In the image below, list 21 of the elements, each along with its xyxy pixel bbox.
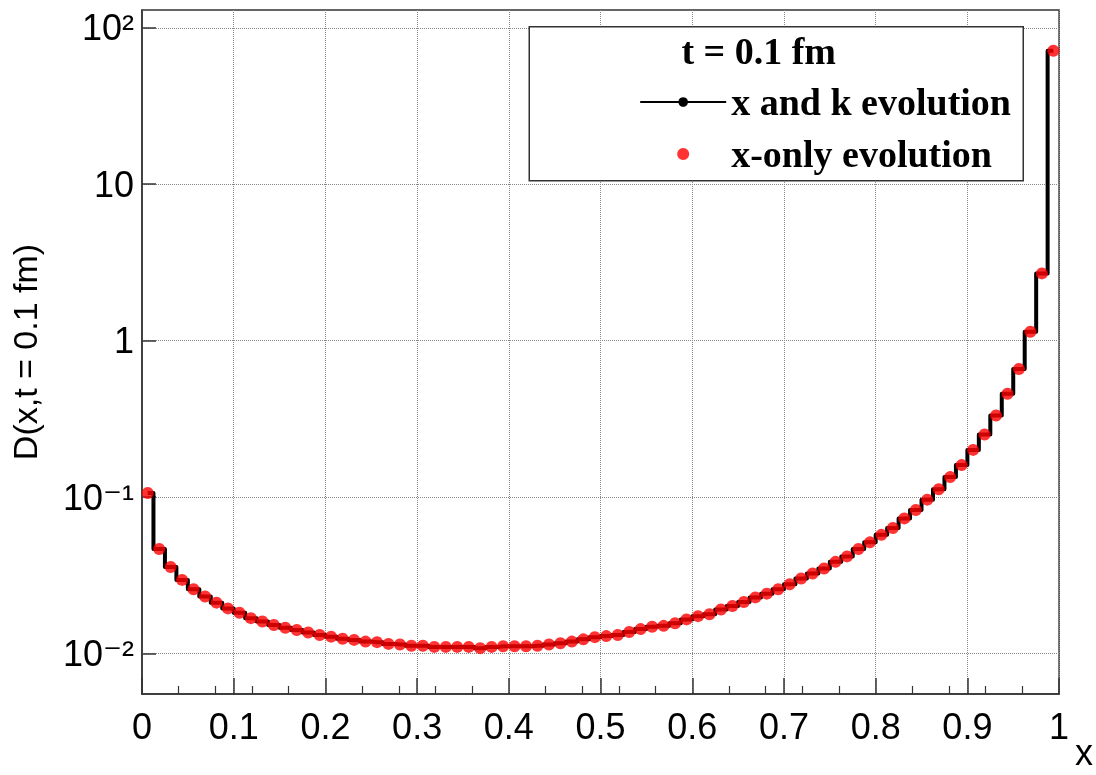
y-tick-label: 10⁻² bbox=[62, 632, 134, 674]
y-tick-label: 1 bbox=[113, 320, 134, 362]
x-tick-label: 0.1 bbox=[208, 705, 259, 747]
y-tick-label: 10 bbox=[93, 163, 134, 205]
legend-title: t = 0.1 fm bbox=[681, 30, 837, 72]
legend-label: x-only evolution bbox=[731, 133, 992, 175]
legend-label: x and k evolution bbox=[731, 81, 1012, 123]
x-tick-label: 0 bbox=[131, 705, 153, 747]
x-axis-title: x bbox=[1075, 731, 1093, 773]
x-tick-label: 0.6 bbox=[667, 705, 718, 747]
x-tick-label: 0.9 bbox=[942, 705, 993, 747]
x-tick-label: 0.7 bbox=[758, 705, 809, 747]
x-tick-label: 1 bbox=[1049, 705, 1070, 747]
y-axis-title: D(x,t = 0.1 fm) bbox=[6, 243, 44, 461]
y-tick-label: 10² bbox=[81, 7, 135, 49]
x-tick-label: 0.8 bbox=[850, 705, 901, 747]
x-tick-label: 0.5 bbox=[575, 705, 626, 747]
x-tick-label: 0.3 bbox=[392, 705, 443, 747]
y-tick-label: 10⁻¹ bbox=[62, 476, 134, 518]
x-tick-label: 0.4 bbox=[483, 705, 534, 747]
x-tick-label: 0.2 bbox=[300, 705, 351, 747]
